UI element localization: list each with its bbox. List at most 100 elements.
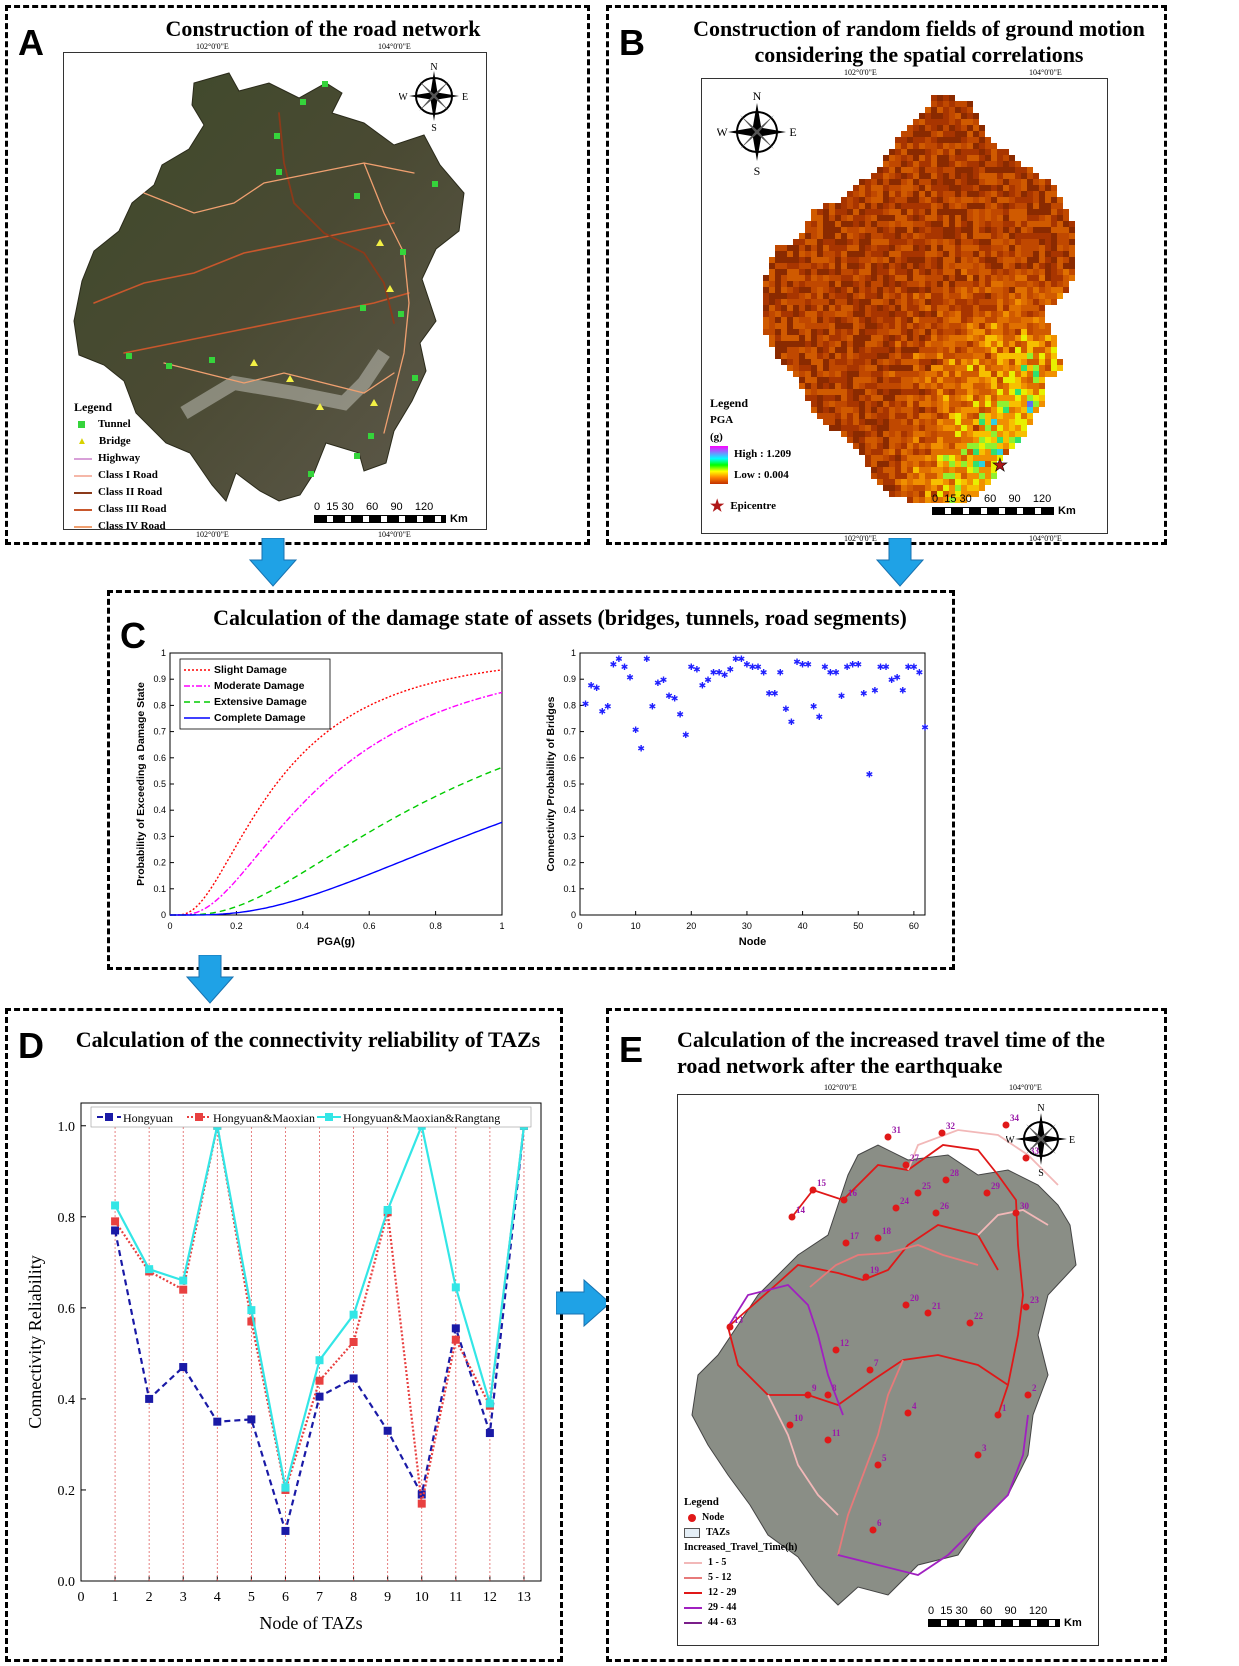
pga-cell [793, 269, 799, 275]
data-marker [315, 1392, 324, 1401]
plot-area [80, 1102, 542, 1582]
pga-cell [961, 275, 967, 281]
pga-cell [877, 287, 883, 293]
pga-cell [787, 335, 793, 341]
pga-cell [895, 461, 901, 467]
pga-cell [901, 251, 907, 257]
pga-cell [955, 437, 961, 443]
pga-cell [997, 245, 1003, 251]
pga-cell [841, 305, 847, 311]
pga-cell [811, 227, 817, 233]
node-label: 2 [1032, 1383, 1037, 1393]
scatter-point: ✱ [893, 673, 901, 683]
pga-cell [997, 419, 1003, 425]
pga-cell [877, 449, 883, 455]
pga-cell [853, 431, 859, 437]
pga-cell [925, 203, 931, 209]
pga-cell [1021, 245, 1027, 251]
pga-cell [937, 413, 943, 419]
pga-cell [1027, 389, 1033, 395]
pga-cell [829, 413, 835, 419]
pga-cell [895, 179, 901, 185]
pga-cell [943, 461, 949, 467]
pga-cell [889, 347, 895, 353]
pga-cell [835, 383, 841, 389]
scatter-point: ✱ [665, 691, 673, 701]
pga-cell [925, 395, 931, 401]
pga-cell [901, 401, 907, 407]
pga-cell [829, 257, 835, 263]
pga-cell [1009, 257, 1015, 263]
pga-cell [883, 449, 889, 455]
pga-cell [937, 377, 943, 383]
pga-cell [931, 467, 937, 473]
pga-cell [781, 317, 787, 323]
pga-cell [775, 245, 781, 251]
pga-cell [937, 359, 943, 365]
pga-cell [763, 299, 769, 305]
pga-cell [937, 455, 943, 461]
pga-cell [853, 347, 859, 353]
pga-cell [775, 329, 781, 335]
pga-cell [847, 215, 853, 221]
pga-cell [823, 347, 829, 353]
pga-cell [865, 425, 871, 431]
panel-c-label: C [120, 615, 146, 656]
pga-cell [931, 371, 937, 377]
pga-cell [925, 449, 931, 455]
pga-cell [835, 401, 841, 407]
pga-cell [865, 347, 871, 353]
pga-cell [907, 191, 913, 197]
pga-cell [1015, 323, 1021, 329]
pga-cell [913, 179, 919, 185]
pga-cell [967, 335, 973, 341]
pga-cell [895, 149, 901, 155]
pga-cell [823, 341, 829, 347]
pga-cell [817, 413, 823, 419]
pga-cell [991, 299, 997, 305]
pga-cell [823, 365, 829, 371]
pga-cell [871, 407, 877, 413]
pga-cell [859, 287, 865, 293]
pga-cell [907, 479, 913, 485]
pga-cell [985, 329, 991, 335]
pga-cell [883, 323, 889, 329]
pga-cell [829, 239, 835, 245]
pga-cell [895, 377, 901, 383]
legend-item-tunnel: Tunnel [74, 416, 166, 433]
scatter-point: ✱ [821, 662, 829, 672]
pga-cell [973, 341, 979, 347]
pga-cell [979, 419, 985, 425]
pga-cell [841, 377, 847, 383]
y-tick-label: 0.8 [563, 700, 576, 710]
pga-cell [829, 359, 835, 365]
pga-cell [817, 227, 823, 233]
pga-cell [847, 323, 853, 329]
svg-text:S: S [431, 123, 437, 131]
pga-cell [919, 359, 925, 365]
pga-cell [1069, 227, 1075, 233]
node-label: 21 [932, 1301, 942, 1311]
pga-cell [835, 377, 841, 383]
pga-cell [1015, 329, 1021, 335]
lon-label-bottom-2: 104°0'0"E [378, 530, 411, 539]
pga-cell [829, 383, 835, 389]
pga-cell [949, 461, 955, 467]
pga-cell [949, 425, 955, 431]
pga-cell [895, 353, 901, 359]
pga-cell [1009, 269, 1015, 275]
pga-cell [979, 377, 985, 383]
pga-cell [901, 245, 907, 251]
pga-cell [901, 179, 907, 185]
scatter-point: ✱ [749, 662, 757, 672]
pga-cell [1027, 233, 1033, 239]
pga-cell [859, 317, 865, 323]
pga-cell [793, 371, 799, 377]
pga-cell [979, 275, 985, 281]
pga-cell [895, 263, 901, 269]
pga-cell [877, 179, 883, 185]
pga-cell [835, 413, 841, 419]
pga-cell [991, 311, 997, 317]
pga-cell [859, 413, 865, 419]
pga-cell [901, 329, 907, 335]
